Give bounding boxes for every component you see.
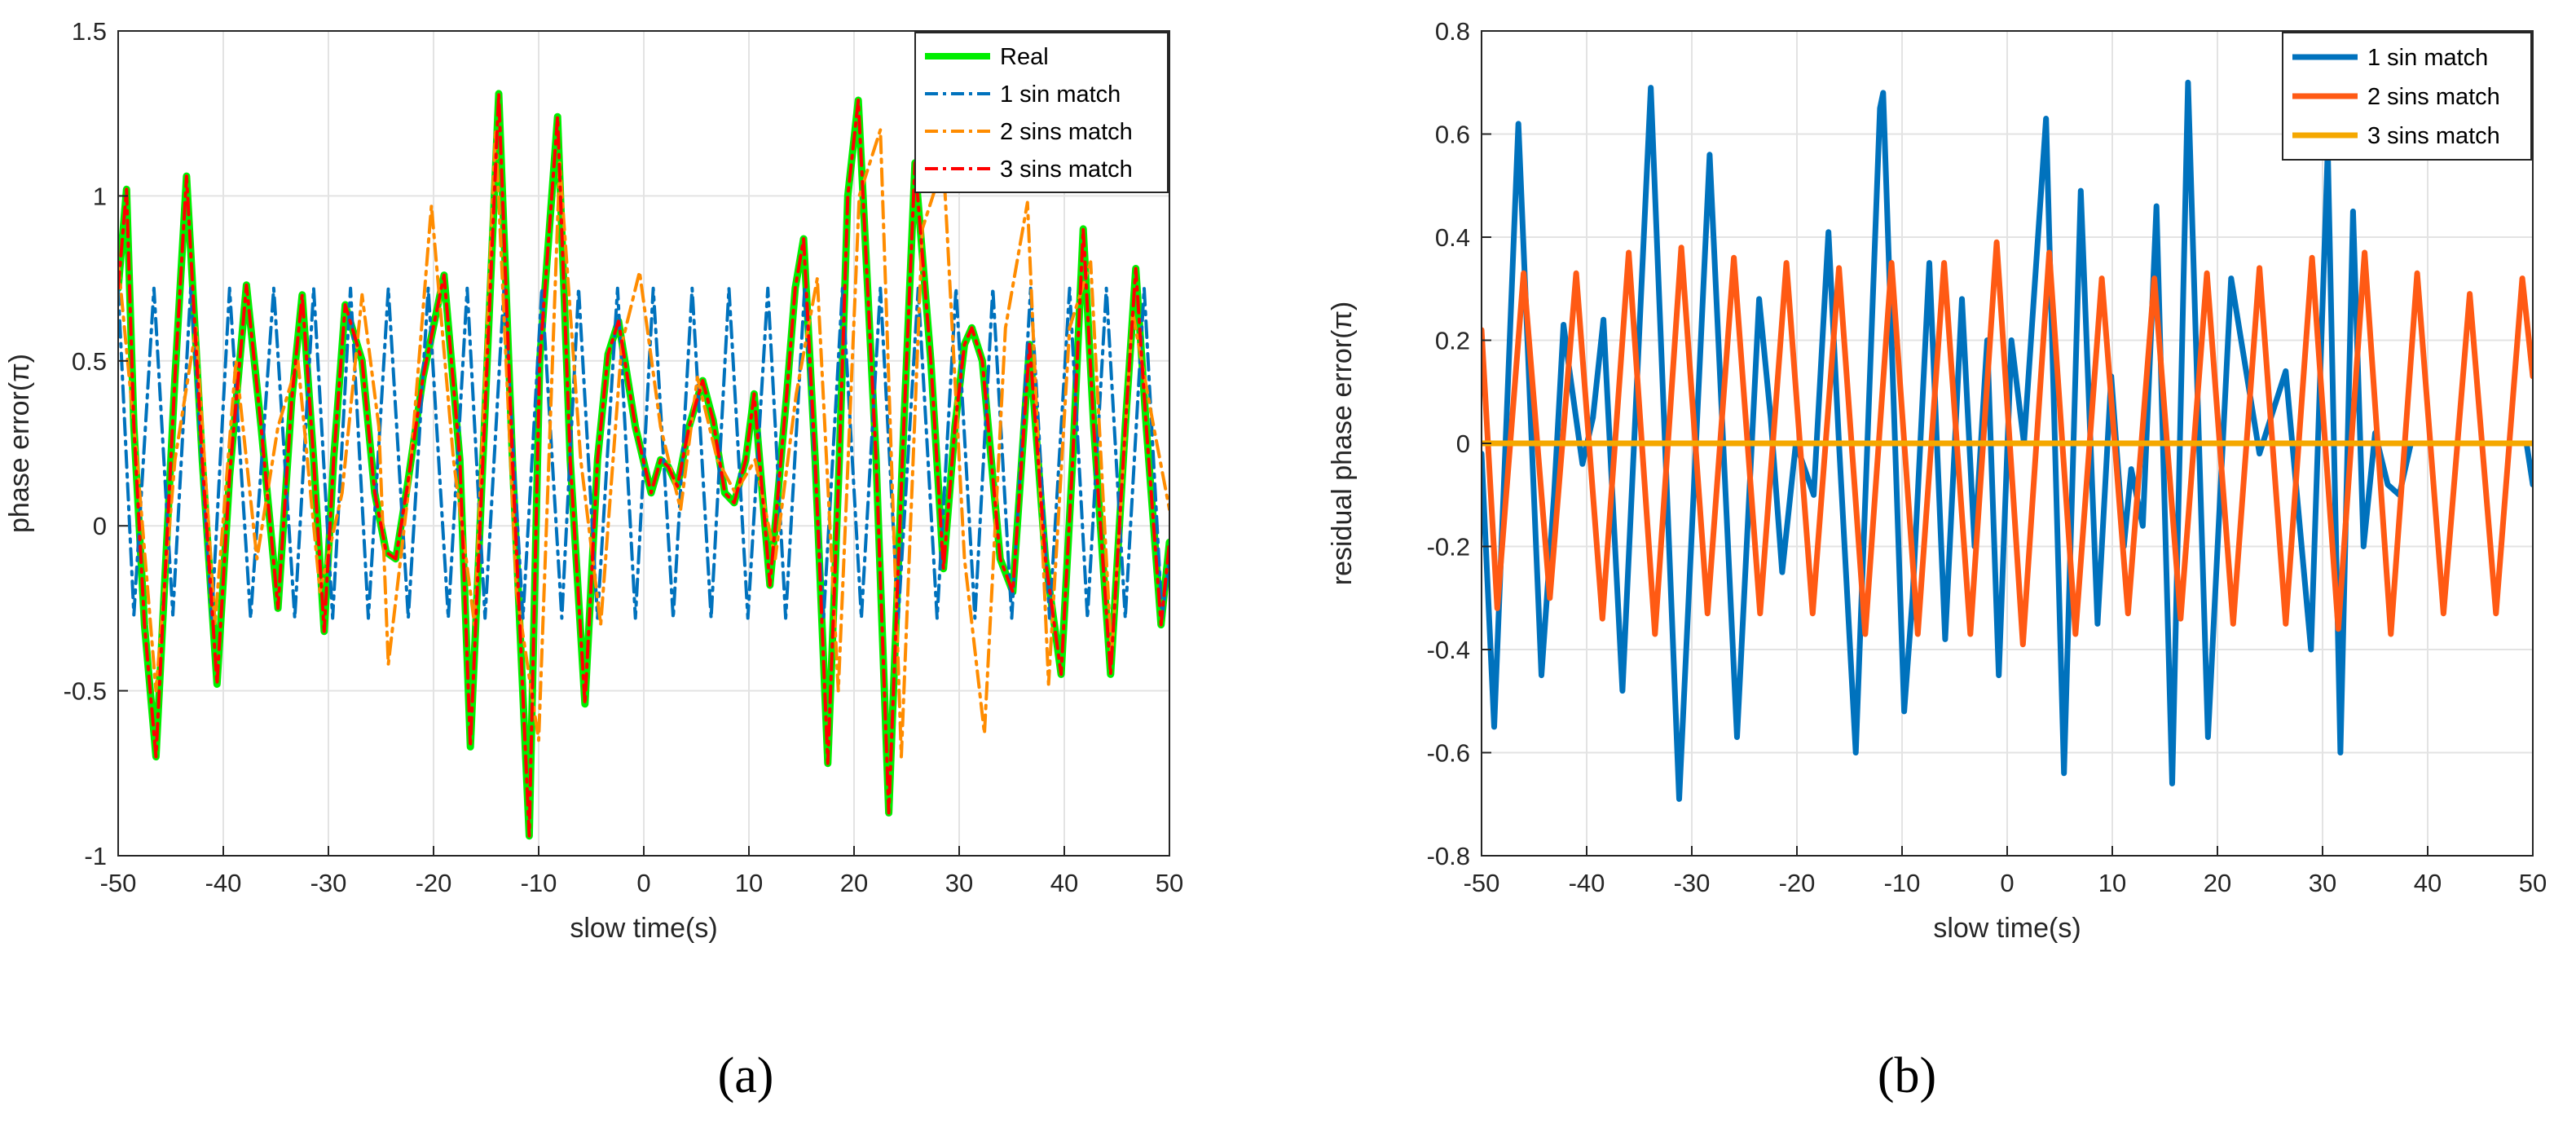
x-tick-label-b-3: -20	[1779, 869, 1816, 897]
y-tick-label-b-2: -0.4	[1427, 636, 1470, 664]
x-tick-label-a-0: -50	[100, 869, 137, 897]
legend-label-b-2: 3 sins match	[2367, 123, 2500, 149]
x-tick-label-b-0: -50	[1464, 869, 1500, 897]
legend-a: Real 1 sin match 2 sins match 3 sins match	[914, 32, 1169, 193]
series-line-a-1-sin-match	[118, 286, 1169, 620]
x-tick-label-b-9: 40	[2414, 869, 2442, 897]
y-tick-label-b-5: 0.2	[1435, 327, 1470, 355]
caption-a: (a)	[718, 1048, 774, 1103]
x-tick-label-b-10: 50	[2519, 869, 2547, 897]
y-tick-label-a-0: -1	[84, 842, 107, 870]
series-group-a	[118, 90, 1169, 840]
caption-b: (b)	[1878, 1048, 1936, 1103]
x-tick-label-a-5: 0	[636, 869, 650, 897]
y-tick-label-b-6: 0.4	[1435, 223, 1470, 252]
legend-b: 1 sin match 2 sins match 3 sins match	[2282, 32, 2532, 161]
series-line-a-2-sins-match	[118, 128, 1169, 759]
y-tick-label-a-3: 0.5	[72, 347, 107, 376]
x-tick-label-b-2: -30	[1674, 869, 1711, 897]
x-tick-label-a-3: -20	[416, 869, 452, 897]
legend-label-b-0: 1 sin match	[2367, 45, 2488, 71]
y-tick-label-b-3: -0.2	[1427, 533, 1470, 562]
y-tick-label-a-1: -0.5	[64, 677, 107, 706]
x-tick-label-a-10: 50	[1156, 869, 1183, 897]
x-axis-label-b: slow time(s)	[1933, 913, 2081, 944]
y-tick-label-b-4: 0	[1456, 429, 1470, 458]
x-tick-label-a-6: 10	[735, 869, 763, 897]
chart-b: -50 -40 -30 -20 -10 0 10 20 30 40 50 -0.8 -0.6 -0.4 -0…	[1327, 17, 2547, 944]
y-tick-label-a-5: 1.5	[72, 17, 107, 46]
legend-label-b-1: 2 sins match	[2367, 84, 2500, 110]
legend-label-a-1: 1 sin match	[1000, 81, 1121, 108]
x-tick-label-b-4: -10	[1884, 869, 1921, 897]
y-tick-label-b-8: 0.8	[1435, 17, 1470, 46]
y-tick-label-a-2: 0	[93, 512, 107, 540]
x-tick-label-b-5: 0	[2000, 869, 2014, 897]
y-axis-label-b: residual phase error(π)	[1327, 302, 1358, 585]
legend-label-a-2: 2 sins match	[1000, 119, 1133, 145]
x-tick-label-a-8: 30	[945, 869, 973, 897]
legend-label-a-3: 3 sins match	[1000, 156, 1133, 183]
x-tick-label-b-1: -40	[1569, 869, 1605, 897]
y-tick-label-a-4: 1	[93, 182, 107, 210]
x-axis-label-a: slow time(s)	[570, 913, 717, 944]
series-group-b	[1482, 79, 2533, 802]
y-tick-label-b-1: -0.6	[1427, 739, 1470, 768]
y-tick-label-b-7: 0.6	[1435, 121, 1470, 149]
x-tick-label-a-7: 20	[840, 869, 868, 897]
x-tick-label-b-7: 20	[2204, 869, 2231, 897]
x-tick-label-b-8: 30	[2309, 869, 2336, 897]
x-tick-label-a-4: -10	[521, 869, 557, 897]
x-tick-label-a-2: -30	[310, 869, 347, 897]
chart-a: -50 -40 -30 -20 -10 0 10 20 30 40 50 -1 -0.5 0 0.5 1 1.5…	[4, 17, 1183, 944]
x-tick-label-b-6: 10	[2098, 869, 2126, 897]
x-tick-label-a-1: -40	[205, 869, 242, 897]
y-tick-label-b-0: -0.8	[1427, 842, 1470, 870]
y-axis-label-a: phase error(π)	[4, 354, 35, 533]
legend-label-a-0: Real	[1000, 44, 1049, 70]
x-tick-label-a-9: 40	[1050, 869, 1078, 897]
series-line-a-3-sins-match	[118, 91, 1169, 838]
